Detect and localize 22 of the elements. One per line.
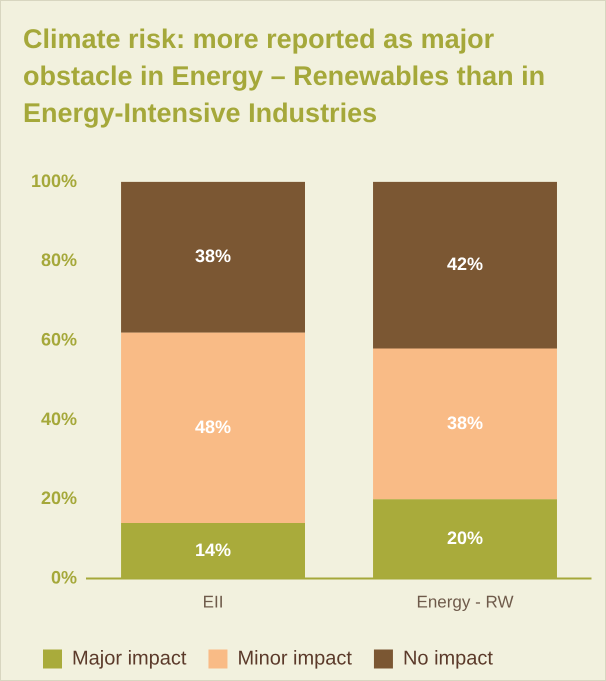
x-tick-label: EII — [202, 592, 224, 612]
y-tick-label: 40% — [41, 408, 78, 429]
bar — [373, 182, 557, 348]
data-label: 14% — [195, 540, 232, 560]
data-label: 20% — [446, 528, 484, 548]
bar — [373, 348, 557, 500]
legend-label: Minor impact — [237, 648, 352, 670]
chart-title: Climate risk: more reported as major obstacle in Energy – Renewables than in Energy-Intensive Industries — [23, 23, 546, 130]
y-tick-label: 20% — [41, 488, 78, 508]
y-tick-label: 0% — [51, 568, 78, 588]
bar — [121, 332, 305, 524]
bar — [121, 182, 305, 333]
y-tick-label: 100% — [30, 170, 78, 191]
data-label: 38% — [195, 246, 232, 266]
y-tick-label: 60% — [41, 329, 78, 350]
legend-label: No impact — [402, 648, 494, 670]
data-label: 42% — [446, 254, 484, 274]
data-label: 38% — [446, 412, 484, 433]
data-label: 48% — [195, 416, 232, 437]
x-tick-label: Energy - RW — [416, 592, 514, 612]
y-tick-label: 80% — [41, 250, 78, 270]
legend-label: Major impact — [72, 648, 187, 670]
